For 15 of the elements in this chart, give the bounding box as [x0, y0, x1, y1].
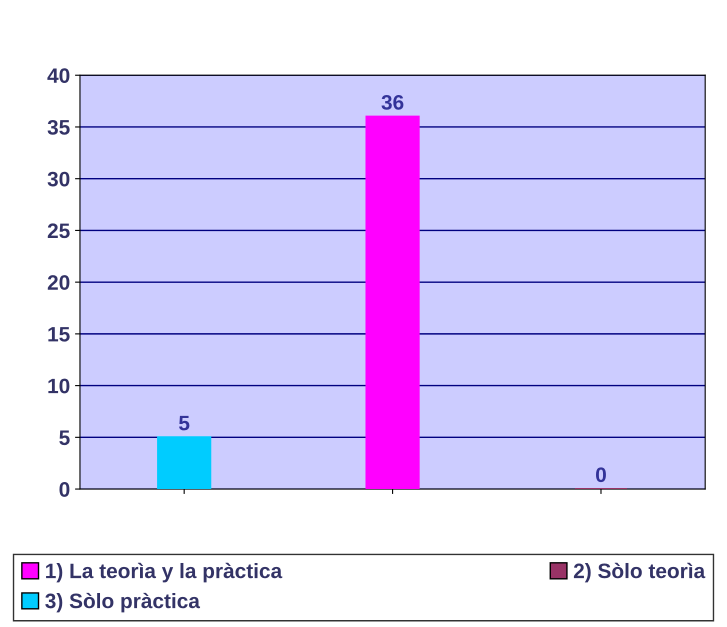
- data-label: 0: [596, 467, 606, 482]
- y-tick-label: 0: [59, 482, 70, 497]
- data-label: 36: [381, 94, 404, 110]
- y-tick-label: 5: [59, 430, 70, 446]
- y-tick-label: 30: [48, 172, 70, 186]
- y-tick-label: 35: [48, 120, 70, 135]
- legend-label: 2) Sòlo teorìa: [574, 562, 706, 582]
- y-tick-label: 25: [48, 223, 70, 238]
- y-tick-label: 15: [48, 327, 70, 342]
- data-label: 5: [179, 416, 190, 430]
- y-tick-label: 40: [47, 68, 70, 83]
- legend-label: 1) La teorìa y la pràctica: [46, 562, 282, 582]
- y-tick-label: 10: [48, 378, 70, 394]
- legend-label: 3) Sòlo pràctica: [45, 592, 200, 612]
- y-tick-label: 20: [48, 275, 70, 290]
